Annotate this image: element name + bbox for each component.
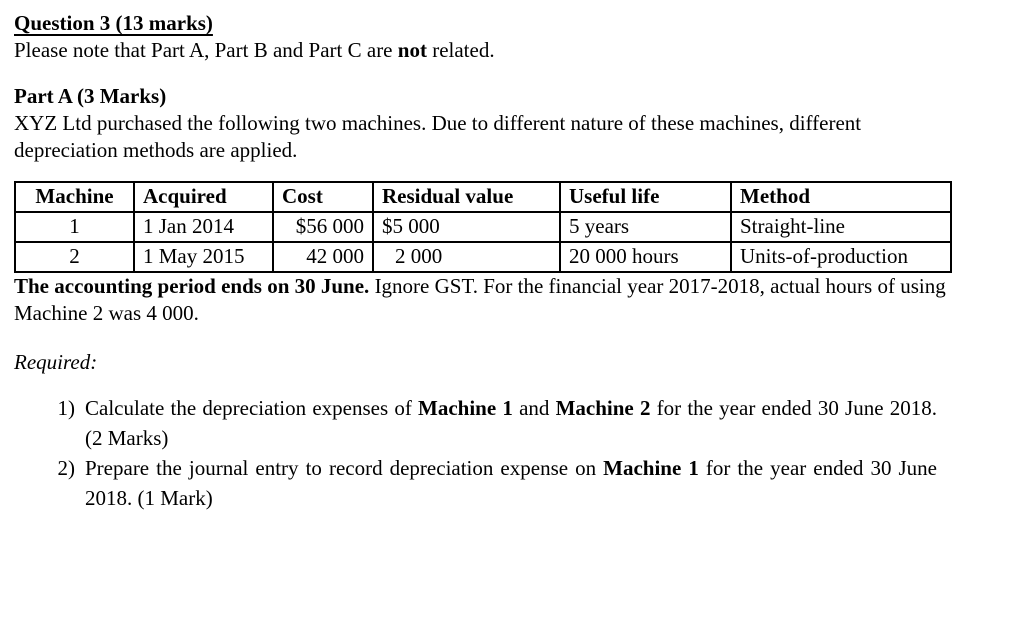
table-cell: Units-of-production	[730, 241, 952, 273]
table-header-row: Machine Acquired Cost Residual value Useful …	[14, 181, 952, 213]
table-header-cell: Machine	[14, 181, 135, 213]
table-cell: 1	[14, 211, 135, 243]
table-header-cell: Residual value	[372, 181, 561, 213]
table-cell: 2	[14, 241, 135, 273]
task-list: 1) Calculate the depreciation expenses of…	[14, 393, 950, 513]
task-item: 2) Prepare the journal entry to record de…	[14, 453, 938, 513]
table-cell: Straight-line	[730, 211, 952, 243]
accounting-note-paragraph: The accounting period ends on 30 June. I…	[14, 273, 950, 327]
table-header-cell: Cost	[272, 181, 374, 213]
accounting-note-bold: The accounting period ends on 30 June.	[14, 274, 370, 298]
note-text-pre: Please note that Part A, Part B and Part…	[14, 38, 398, 62]
table-header-cell: Method	[730, 181, 952, 213]
task-text: Calculate the depreciation expenses of M…	[85, 393, 937, 453]
task-text-bold-segment: Machine 1	[603, 456, 699, 480]
part-a-heading: Part A (3 Marks)	[14, 84, 167, 108]
table-cell: 42 000	[272, 241, 374, 273]
table-cell: 5 years	[559, 211, 732, 243]
table-cell: $56 000	[272, 211, 374, 243]
question-heading-text: Question 3 (13 marks)	[14, 11, 213, 35]
required-label: Required:	[14, 350, 98, 374]
task-text-bold-segment: Machine 2	[555, 396, 651, 420]
task-text-bold-segment: Machine 1	[418, 396, 513, 420]
machines-table: Machine Acquired Cost Residual value Useful …	[14, 181, 952, 273]
table-cell: 1 Jan 2014	[133, 211, 274, 243]
accounting-note-rest: Ignore GST. For the financial year 2017-…	[14, 274, 946, 325]
intro-paragraph: XYZ Ltd purchased the following two mach…	[14, 111, 862, 162]
table-header-cell: Useful life	[559, 181, 732, 213]
task-number: 2)	[57, 456, 76, 480]
task-text-segment: and	[512, 396, 556, 420]
note-text-emphasis: not	[397, 38, 427, 62]
table-header-cell: Acquired	[133, 181, 274, 213]
task-text-segment: for the year ended 30 June 2018. (2 Mark…	[85, 396, 937, 450]
task-text-segment: Prepare the journal entry to record depr…	[85, 456, 604, 480]
note-text-post: related.	[426, 38, 495, 62]
table-cell: 1 May 2015	[133, 241, 274, 273]
table-cell: 2 000	[372, 241, 561, 273]
note-paragraph: Please note that Part A, Part B and Part…	[14, 37, 950, 64]
task-text-segment: Calculate the depreciation expenses of	[85, 396, 419, 420]
task-item: 1) Calculate the depreciation expenses of…	[14, 393, 938, 453]
task-text-segment: for the year ended 30 June 2018. (1 Mark…	[85, 456, 938, 510]
table-cell: 20 000 hours	[559, 241, 732, 273]
task-number: 1)	[57, 396, 76, 420]
table-cell: $5 000	[372, 211, 561, 243]
question-heading: Question 3 (13 marks)	[14, 10, 950, 37]
task-text: Prepare the journal entry to record depr…	[85, 453, 937, 513]
